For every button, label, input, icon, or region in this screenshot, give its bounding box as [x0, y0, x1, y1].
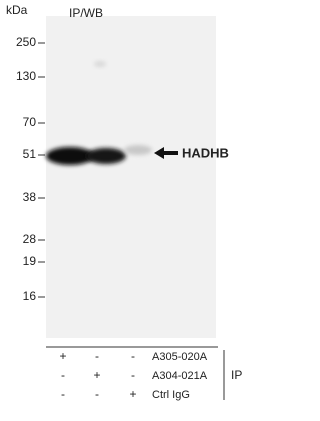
marker-label: 28: [23, 232, 37, 246]
row-label: Ctrl IgG: [152, 389, 190, 401]
row-label: A304-021A: [152, 370, 208, 382]
lane-sign: -: [95, 349, 99, 363]
row-label: A305-020A: [152, 351, 208, 363]
band: [86, 148, 126, 164]
band: [124, 145, 152, 155]
lane-sign: -: [61, 368, 65, 382]
arrow: [154, 147, 178, 159]
blot-membrane: [46, 16, 216, 338]
group-label: IP: [231, 368, 242, 382]
lane-sign: -: [131, 368, 135, 382]
band-label: HADHB: [182, 145, 229, 160]
band: [46, 147, 94, 165]
marker-label: 19: [23, 254, 37, 268]
lane-sign: -: [131, 349, 135, 363]
blot-figure: HADHB IP/WB kDa IP 250 130 70 51 38 28 19 16 + - -…: [6, 3, 242, 401]
marker-label: 130: [16, 69, 36, 83]
marker-label: 70: [23, 115, 37, 129]
marker-label: 38: [23, 190, 37, 204]
marker-label: 250: [16, 35, 36, 49]
lane-sign: +: [93, 368, 100, 382]
marker-label: 16: [23, 289, 37, 303]
lane-sign: +: [59, 349, 66, 363]
lane-sign: -: [61, 387, 65, 401]
lane-sign: -: [95, 387, 99, 401]
title: IP/WB: [69, 6, 103, 20]
marker-label: 51: [23, 147, 37, 161]
marker-unit: kDa: [6, 3, 28, 17]
lane-sign: +: [129, 387, 136, 401]
faint-band: [94, 61, 106, 67]
